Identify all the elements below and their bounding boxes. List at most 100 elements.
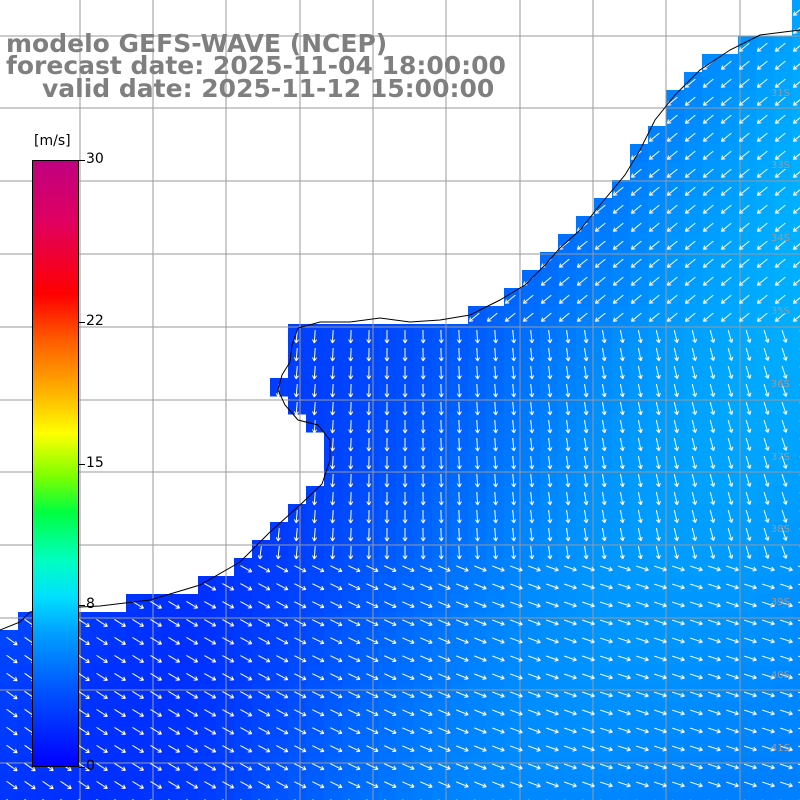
valid-date: valid date: 2025-11-12 15:00:00 <box>42 74 495 103</box>
wind-arrow <box>576 276 588 286</box>
wind-arrow <box>546 709 559 716</box>
wind-arrow <box>565 455 571 470</box>
wind-arrow <box>522 312 534 322</box>
wind-arrow <box>222 583 235 591</box>
wind-arrow <box>583 347 589 362</box>
wind-arrow <box>366 527 372 542</box>
wind-arrow <box>655 329 661 344</box>
wind-arrow <box>528 781 541 788</box>
wind-arrow <box>438 583 451 590</box>
wind-arrow <box>774 114 786 124</box>
wind-arrow <box>565 383 571 398</box>
ocean-cell <box>270 792 289 800</box>
wind-arrow <box>671 601 685 608</box>
wind-arrow <box>599 601 613 608</box>
wind-arrow <box>384 709 397 717</box>
wind-arrow <box>727 473 734 487</box>
wind-arrow <box>330 655 343 663</box>
wind-arrow <box>222 709 235 717</box>
wind-arrow <box>78 726 90 735</box>
wind-arrow <box>420 655 433 663</box>
ocean-cell <box>288 792 307 800</box>
wind-arrow <box>456 601 469 608</box>
wind-arrow <box>547 491 553 506</box>
wind-arrow <box>635 673 649 680</box>
wind-arrow <box>456 347 462 362</box>
wind-arrow <box>653 619 667 626</box>
ocean-cell <box>792 756 800 775</box>
wind-arrow <box>420 583 433 591</box>
ocean-cell <box>792 594 800 613</box>
wind-arrow <box>384 637 397 645</box>
wind-arrow <box>781 545 788 559</box>
wind-arrow <box>648 240 660 250</box>
wind-arrow <box>420 637 433 645</box>
wind-arrow <box>510 745 523 752</box>
wind-arrow <box>293 383 299 398</box>
wind-arrow <box>630 186 642 196</box>
wind-arrow <box>78 636 90 645</box>
wind-arrow <box>312 365 318 380</box>
ocean-cell <box>666 792 685 800</box>
wind-arrow <box>725 745 739 752</box>
wind-arrow <box>474 565 487 572</box>
ocean-cell <box>792 144 800 163</box>
wind-arrow <box>384 619 397 627</box>
wind-arrow <box>511 383 517 398</box>
wind-arrow <box>792 315 800 322</box>
wind-arrow <box>763 545 770 559</box>
wind-arrow <box>348 691 361 699</box>
wind-arrow <box>420 329 426 344</box>
wind-arrow <box>630 240 642 250</box>
wind-arrow <box>792 261 800 268</box>
wind-arrow <box>276 601 289 609</box>
wind-arrow <box>774 96 786 106</box>
wind-arrow <box>132 726 144 735</box>
wind-arrow <box>691 545 698 560</box>
wind-arrow <box>456 637 469 644</box>
wind-arrow <box>257 545 263 560</box>
wind-arrow <box>653 781 667 788</box>
wind-arrow <box>330 673 343 681</box>
wind-arrow <box>330 565 343 573</box>
wind-arrow <box>655 473 661 488</box>
wind-arrow <box>547 527 553 542</box>
wind-arrow <box>743 583 757 590</box>
wind-arrow <box>564 655 577 662</box>
wind-arrow <box>547 473 553 488</box>
wind-arrow <box>348 781 361 789</box>
wind-arrow <box>348 619 361 627</box>
wind-arrow <box>745 365 752 379</box>
wind-arrow <box>258 727 271 735</box>
wind-arrow <box>438 545 444 560</box>
wind-arrow <box>456 565 469 572</box>
wind-arrow <box>96 780 108 789</box>
wind-arrow <box>637 455 643 470</box>
wind-arrow <box>761 763 775 770</box>
wind-arrow <box>540 294 552 304</box>
wind-arrow <box>312 491 318 506</box>
ocean-cell <box>792 378 800 397</box>
wind-arrow <box>601 329 607 344</box>
wind-arrow <box>366 583 379 591</box>
ocean-cell <box>180 792 199 800</box>
wind-arrow <box>671 709 685 716</box>
wind-arrow <box>619 527 625 542</box>
wind-arrow <box>583 329 589 344</box>
wind-arrow <box>456 527 462 542</box>
wind-arrow <box>240 781 253 789</box>
ocean-cell <box>36 792 55 800</box>
wind-arrow <box>653 583 667 590</box>
wind-arrow <box>707 655 721 662</box>
wind-arrow <box>743 655 757 662</box>
wind-arrow <box>792 225 800 232</box>
wind-arrow <box>684 186 696 196</box>
wind-arrow <box>689 691 703 698</box>
wind-arrow <box>653 763 667 770</box>
wind-arrow <box>493 455 499 470</box>
wind-arrow <box>204 637 217 645</box>
wind-arrow <box>366 491 372 506</box>
wind-arrow <box>493 545 499 560</box>
wind-arrow <box>384 527 390 542</box>
wind-arrow <box>583 545 589 560</box>
